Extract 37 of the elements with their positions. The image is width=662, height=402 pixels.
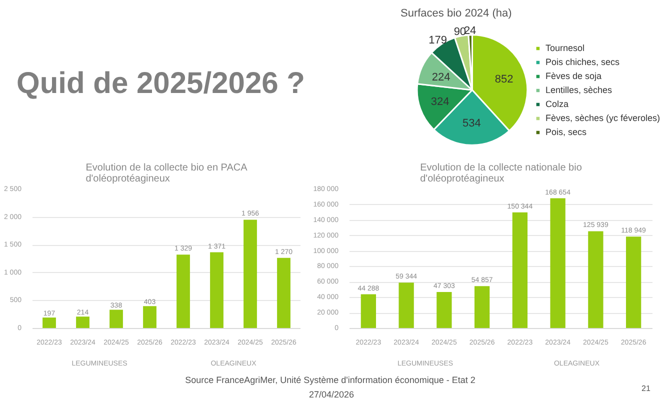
bar <box>176 254 190 328</box>
legend-label: Lentilles, sèches <box>545 84 612 96</box>
bar <box>76 316 90 328</box>
chart-title: Evolution de la collecte bio en PACA d'oléoprotéagineux <box>86 162 248 184</box>
data-label: 24 <box>464 24 476 37</box>
legend-label: Fèves, sèches (yc féveroles) <box>545 112 660 124</box>
data-label: 324 <box>430 96 450 108</box>
source-note: Source FranceAgriMer, Unité Système d'information économique - Etat 2 <box>185 375 476 386</box>
bar <box>143 306 156 328</box>
data-label: 534 <box>462 117 481 130</box>
text: 21 <box>642 384 651 394</box>
data-label: 852 <box>494 73 514 86</box>
data-label: 224 <box>432 72 450 84</box>
bar <box>244 220 257 328</box>
bar <box>360 294 376 328</box>
bar <box>42 318 56 328</box>
legend-label: Pois, secs <box>545 126 586 138</box>
chart-title: Surfaces bio 2024 (ha) <box>400 8 512 20</box>
chart-title: Evolution de la collecte nationale bio d'oléoprotéagineux <box>420 162 582 184</box>
bar <box>398 282 414 328</box>
legend-label: Tournesol <box>545 42 584 54</box>
text: 27/04/2026 <box>308 390 354 400</box>
bar <box>588 231 604 328</box>
data-label: 90 <box>454 26 466 38</box>
bar <box>550 198 566 328</box>
bar <box>474 286 490 328</box>
bar <box>626 236 642 328</box>
bar <box>277 258 290 328</box>
data-label: 179 <box>428 34 447 46</box>
legend-label: Fèves de soja <box>545 70 602 82</box>
bar <box>110 310 123 328</box>
bar <box>436 292 452 328</box>
legend-label: Colza <box>545 98 568 110</box>
legend-label: Pois chiches, secs <box>545 56 620 68</box>
bar <box>210 252 224 328</box>
bar <box>512 212 528 328</box>
text: Quid de 2025/2026 ? <box>16 66 305 100</box>
